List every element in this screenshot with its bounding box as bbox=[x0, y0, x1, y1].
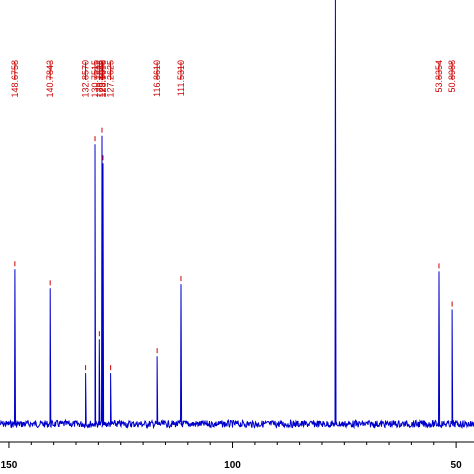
peak-label-layer: 148.6758 140.7843 132.8570 130.7515129.7828… bbox=[10, 60, 457, 98]
x-tick-label: 50 bbox=[451, 460, 463, 471]
x-tick-label: 150 bbox=[1, 460, 18, 471]
x-axis-ticks: 150 100 50 bbox=[1, 442, 463, 471]
spectrum-line bbox=[0, 0, 474, 430]
x-tick-label: 100 bbox=[224, 460, 241, 471]
peak-marker-layer bbox=[14, 127, 453, 371]
